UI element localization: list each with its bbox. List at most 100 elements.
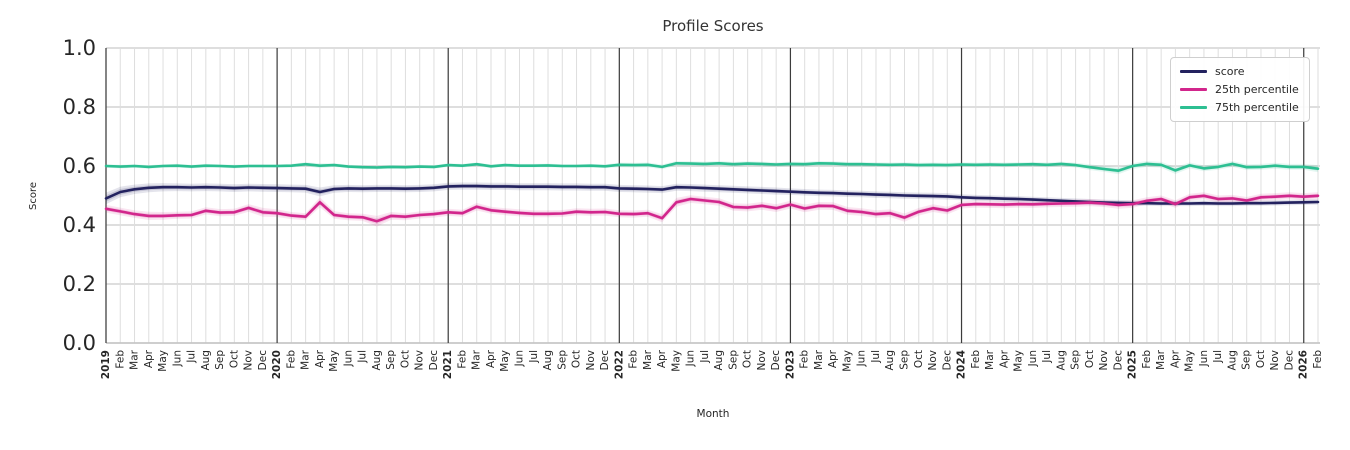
x-tick-month-label: Jun: [342, 350, 354, 367]
x-tick-month-label: Jul: [699, 350, 711, 364]
x-tick-month-label: May: [328, 350, 340, 372]
year-separator-lines: [105, 48, 1305, 343]
x-tick-month-label: Apr: [314, 349, 326, 368]
x-tick-month-label: Oct: [913, 350, 925, 368]
x-tick-month-label: Dec: [941, 350, 953, 371]
legend-item-25th-percentile: 25th percentile: [1180, 83, 1299, 96]
legend-label-75th-percentile: 75th percentile: [1215, 101, 1299, 114]
x-tick-month-label: Jul: [1041, 350, 1053, 364]
x-tick-month-label: Aug: [371, 350, 383, 371]
x-tick-month-label: Sep: [898, 350, 910, 370]
x-tick-month-label: Jun: [856, 350, 868, 367]
x-tick-year-label: 2019: [100, 350, 112, 379]
x-tick-month-label: Sep: [727, 350, 739, 370]
x-tick-month-label: Nov: [756, 350, 768, 371]
x-tick-month-label: Feb: [456, 350, 468, 369]
x-tick-month-label: Mar: [1155, 349, 1167, 369]
x-tick-month-label: Sep: [1241, 350, 1253, 370]
x-tick-month-label: Apr: [998, 349, 1010, 368]
x-tick-month-label: Apr: [827, 349, 839, 368]
chart-title: Profile Scores: [662, 17, 763, 35]
x-tick-month-label: Feb: [114, 350, 126, 369]
legend-item-score: score: [1180, 65, 1299, 78]
x-tick-month-label: Oct: [1255, 350, 1267, 368]
x-tick-month-label: Sep: [385, 350, 397, 370]
x-tick-month-label: Feb: [628, 350, 640, 369]
x-tick-month-label: Oct: [1084, 350, 1096, 368]
y-tick-label: 0.0: [63, 331, 96, 355]
x-tick-month-label: Aug: [1055, 350, 1067, 371]
x-tick-month-label: Nov: [585, 350, 597, 371]
x-tick-month-label: May: [157, 350, 169, 372]
x-tick-month-label: May: [1013, 350, 1025, 372]
legend: score 25th percentile 75th percentile: [1170, 57, 1310, 122]
x-tick-month-label: Aug: [1226, 350, 1238, 371]
x-tick-month-label: Nov: [1269, 350, 1281, 371]
y-tick-label: 0.6: [63, 154, 96, 178]
x-tick-month-label: Mar: [129, 349, 141, 369]
series-line: [104, 162, 1320, 172]
x-tick-month-label: Nov: [927, 350, 939, 371]
x-tick-month-label: Jul: [357, 350, 369, 364]
x-tick-month-label: Mar: [642, 349, 654, 369]
x-tick-month-label: Mar: [813, 349, 825, 369]
x-tick-month-label: Mar: [471, 349, 483, 369]
x-tick-month-label: Apr: [656, 349, 668, 368]
x-tick-month-label: Mar: [300, 349, 312, 369]
score-line-swatch: [1180, 70, 1207, 73]
x-tick-month-label: Feb: [970, 350, 982, 369]
x-tick-labels: 2019 Feb Mar Apr May Jun Jul Aug Sep Oct Nov Dec 202…: [100, 349, 1324, 379]
y-tick-label: 0.8: [63, 95, 96, 119]
x-tick-month-label: May: [1184, 350, 1196, 372]
x-tick-month-label: Feb: [799, 350, 811, 369]
x-tick-year-label: 2026: [1298, 350, 1310, 379]
x-tick-month-label: Dec: [428, 350, 440, 371]
x-tick-month-label: May: [670, 350, 682, 372]
x-tick-month-label: Dec: [257, 350, 269, 371]
x-tick-month-label: Nov: [414, 350, 426, 371]
percentile-25-line-swatch: [1180, 88, 1207, 91]
y-tick-labels: 0.0 0.2 0.4 0.6 0.8 1.0: [63, 36, 96, 355]
x-tick-year-label: 2025: [1127, 350, 1139, 379]
x-tick-month-label: Oct: [399, 350, 411, 368]
y-tick-label: 0.4: [63, 213, 96, 237]
x-tick-month-label: Sep: [1070, 350, 1082, 370]
percentile-75-line-swatch: [1180, 106, 1207, 109]
series-lines: [104, 162, 1320, 223]
x-tick-month-label: Feb: [1312, 350, 1324, 369]
x-tick-month-label: Oct: [571, 350, 583, 368]
y-axis-label: Score: [28, 182, 39, 210]
series-line: [104, 184, 1320, 205]
confidence-bands: [106, 161, 1318, 227]
x-tick-year-label: 2020: [271, 350, 283, 379]
x-axis-label: Month: [697, 408, 730, 420]
axis-spines: [105, 48, 1320, 344]
x-tick-month-label: Jun: [171, 350, 183, 367]
x-tick-month-label: May: [499, 350, 511, 372]
x-tick-month-label: Jun: [685, 350, 697, 367]
x-tick-month-label: Feb: [1141, 350, 1153, 369]
x-tick-month-label: Sep: [214, 350, 226, 370]
month-gridlines: [105, 48, 1319, 343]
x-tick-month-label: Dec: [1112, 350, 1124, 371]
x-tick-month-label: Dec: [599, 350, 611, 371]
x-tick-month-label: Apr: [1169, 349, 1181, 368]
x-tick-month-label: Jul: [528, 350, 540, 364]
x-tick-month-label: Jul: [1212, 350, 1224, 364]
x-tick-month-label: Feb: [285, 350, 297, 369]
x-tick-month-label: Jun: [1198, 350, 1210, 367]
x-tick-month-label: Dec: [770, 350, 782, 371]
x-tick-month-label: Sep: [556, 350, 568, 370]
x-tick-month-label: Aug: [200, 350, 212, 371]
x-tick-month-label: Apr: [485, 349, 497, 368]
x-tick-month-label: Jul: [186, 350, 198, 364]
x-tick-year-label: 2021: [442, 350, 454, 379]
horizontal-gridlines: [106, 47, 1320, 344]
x-tick-month-label: Jul: [870, 350, 882, 364]
x-tick-month-label: Jun: [1027, 350, 1039, 367]
confidence-band: [106, 192, 1318, 227]
series-line: [104, 194, 1320, 223]
x-tick-year-label: 2022: [613, 350, 625, 379]
x-tick-month-label: Aug: [884, 350, 896, 371]
